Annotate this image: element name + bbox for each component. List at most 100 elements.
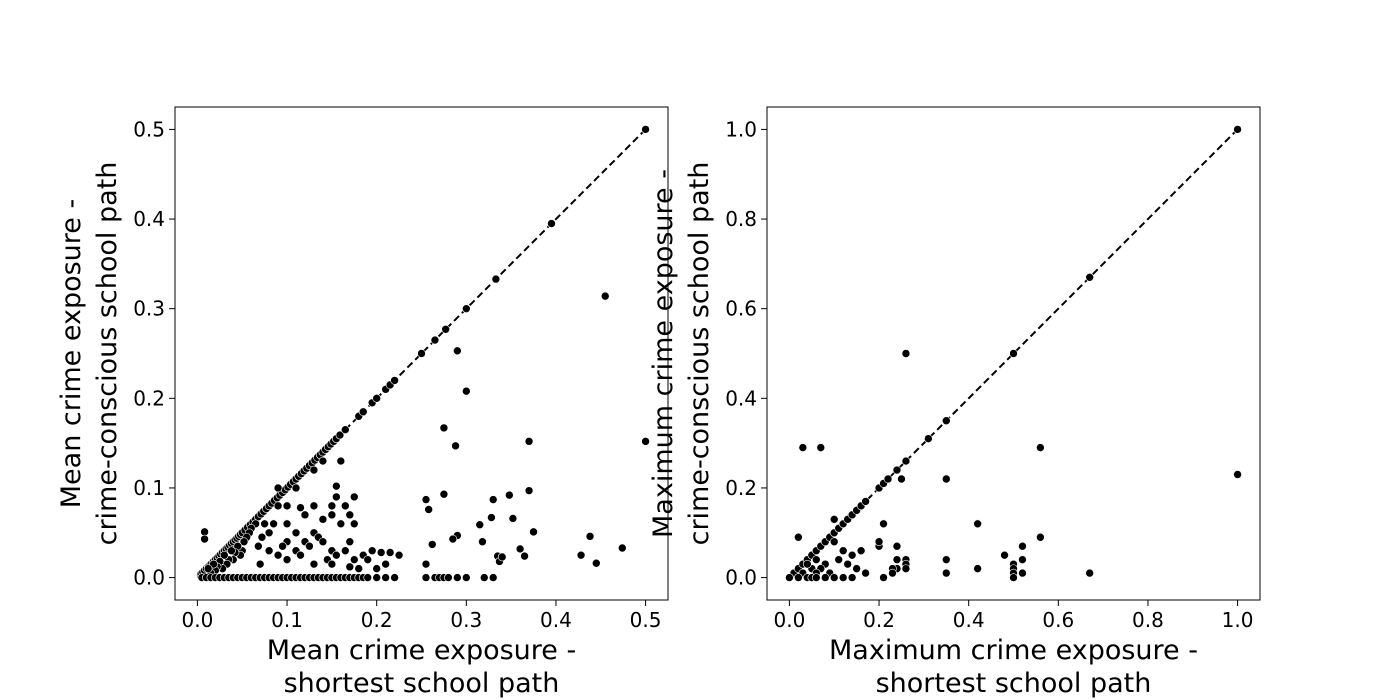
data-point <box>363 573 373 582</box>
data-point <box>829 537 839 547</box>
y-tick-label: 0.2 <box>133 386 165 410</box>
data-point <box>897 474 906 484</box>
x-tick-label: 0.3 <box>450 608 482 632</box>
x-tick-label: 1.0 <box>1222 608 1254 632</box>
data-point <box>843 559 852 569</box>
y-tick-label: 1.0 <box>725 117 757 141</box>
data-point <box>941 555 951 564</box>
mean-exposure-chart: 0.0 0.1 0.2 0.3 0.4 0.5 0.0 0.1 0.2 0.3 0.4 0.5 Mean… <box>56 106 669 699</box>
data-point <box>478 537 487 547</box>
y-tick-label: 0.8 <box>725 207 757 231</box>
data-point <box>798 443 808 452</box>
data-point <box>1009 349 1018 358</box>
data-point <box>811 573 821 582</box>
data-point <box>892 465 902 475</box>
data-point <box>1085 273 1094 282</box>
data-point <box>332 550 341 560</box>
data-point <box>924 434 933 443</box>
data-point <box>349 555 359 564</box>
data-point <box>811 555 821 564</box>
data-point <box>385 548 395 557</box>
data-point <box>336 456 346 466</box>
data-point <box>318 515 328 524</box>
x-tick-label: 0.4 <box>953 608 985 632</box>
data-point <box>296 550 305 560</box>
data-point <box>803 559 812 569</box>
data-point <box>820 573 830 582</box>
data-point <box>318 456 328 466</box>
data-point <box>462 304 471 313</box>
data-point <box>439 489 449 499</box>
y-axis-label: crime-conscious school path <box>92 162 123 546</box>
x-tick-label: 0.2 <box>863 608 895 632</box>
data-point <box>524 437 534 446</box>
data-point <box>816 443 826 452</box>
data-point <box>852 564 861 573</box>
data-point <box>1018 541 1027 551</box>
y-tick-label: 0.4 <box>133 207 165 231</box>
x-tick-label: 0.6 <box>1042 608 1074 632</box>
data-point <box>327 510 337 520</box>
plot-frame <box>174 106 669 601</box>
data-point <box>341 425 350 434</box>
data-point <box>309 501 319 511</box>
data-point <box>291 528 301 538</box>
data-point <box>309 559 319 569</box>
data-point <box>336 519 346 529</box>
data-point <box>273 483 283 493</box>
data-point <box>335 430 345 440</box>
data-point <box>227 546 236 556</box>
data-point <box>491 274 501 284</box>
data-point <box>451 441 460 451</box>
data-point <box>529 527 538 537</box>
x-tick-label: 0.8 <box>1132 608 1164 632</box>
data-point <box>318 537 328 547</box>
data-point <box>892 541 902 551</box>
data-point <box>488 573 498 582</box>
data-point <box>421 559 431 569</box>
data-point <box>1233 125 1242 134</box>
data-point <box>941 568 951 578</box>
data-point <box>430 335 440 345</box>
x-tick-label: 0.2 <box>361 608 393 632</box>
x-tick-label: 0.5 <box>630 608 662 632</box>
data-point <box>394 550 404 560</box>
data-point <box>576 550 586 560</box>
data-point <box>257 532 267 542</box>
y-tick-label: 0.3 <box>133 297 165 321</box>
data-point <box>847 550 857 560</box>
data-point <box>861 568 870 578</box>
y-axis-label: crime-conscious school path <box>684 162 715 546</box>
plot-frame <box>766 106 1261 601</box>
data-point <box>847 573 857 582</box>
data-point <box>497 552 507 562</box>
data-point <box>1018 555 1027 564</box>
data-point <box>1085 568 1094 578</box>
data-point <box>345 510 355 520</box>
data-point <box>367 546 377 556</box>
data-point <box>515 544 525 554</box>
data-point <box>372 564 381 573</box>
data-point <box>341 546 350 556</box>
data-point <box>349 492 359 502</box>
data-point <box>488 495 498 504</box>
data-point <box>892 555 902 564</box>
data-point <box>282 519 292 529</box>
data-point <box>1000 550 1009 560</box>
data-point <box>462 386 471 396</box>
x-tick-label: 0.0 <box>774 608 806 632</box>
data-point <box>448 534 458 544</box>
data-point <box>1036 532 1045 542</box>
data-point <box>475 520 485 530</box>
data-point <box>354 564 364 573</box>
data-point <box>941 416 951 426</box>
data-point <box>973 519 982 529</box>
data-point <box>282 555 292 564</box>
data-point <box>794 532 803 542</box>
y-tick-label: 0.0 <box>133 566 165 590</box>
data-point <box>453 573 462 582</box>
data-point <box>349 519 359 529</box>
data-point <box>617 543 627 553</box>
data-point <box>300 510 310 520</box>
